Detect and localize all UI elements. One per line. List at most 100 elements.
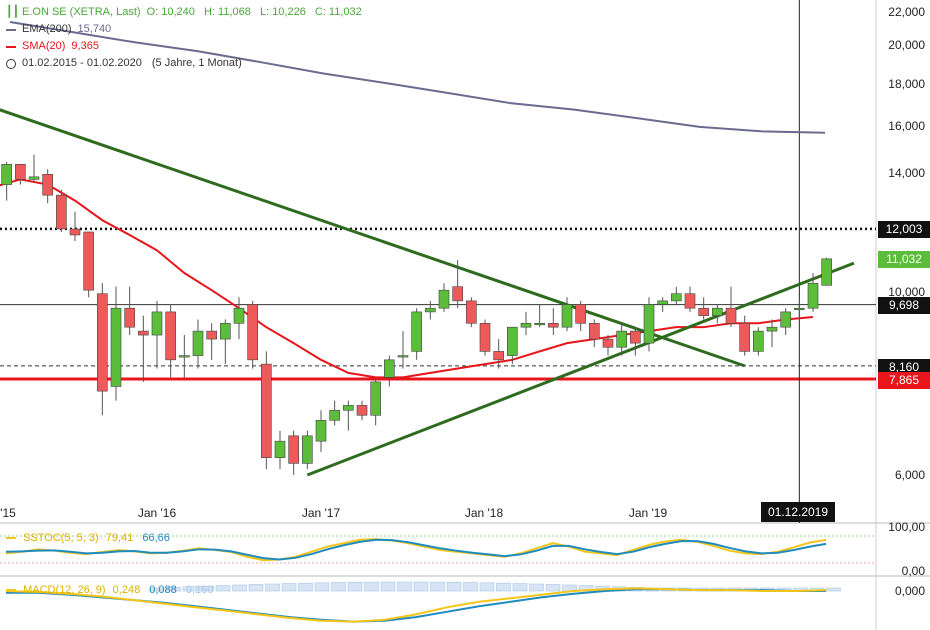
candle-body [425, 307, 436, 313]
candle-body [261, 363, 272, 458]
candle-body [766, 326, 778, 332]
macd-histogram-bar [826, 587, 841, 592]
macd-histogram-bar [248, 584, 264, 592]
candle-body [466, 300, 477, 324]
sstoc-d-value: 66,66 [142, 532, 170, 544]
sma-label: SMA(20) [22, 40, 66, 52]
candle-body [220, 322, 231, 340]
macd-histogram-bar [446, 581, 462, 592]
macd-histogram-bar [463, 582, 478, 592]
y-tick-label: 16,000 [888, 119, 925, 133]
date-range-detail: (5 Jahre, 1 Monat) [151, 57, 242, 69]
sma20-line [0, 178, 814, 379]
candle-body [479, 322, 491, 352]
macd-histogram-bar [149, 587, 165, 592]
sma-swatch [6, 45, 16, 48]
date-range-label: 01.02.2015 - 01.02.2020 [22, 57, 142, 69]
macd-signal-value: 0,088 [149, 584, 177, 596]
macd-histogram-bar [397, 581, 412, 592]
candle-body [794, 307, 805, 310]
candle-body [288, 435, 299, 464]
candle-body [575, 304, 586, 324]
candle-body [684, 293, 696, 309]
candle-body [206, 330, 217, 340]
instrument-title: E.ON SE (XETRA, Last) [22, 6, 141, 18]
macd-histogram-bar [479, 582, 495, 592]
macd-histogram-bar [298, 582, 313, 592]
candle-body [411, 311, 422, 352]
macd-histogram-bar [232, 584, 247, 592]
candle-body [397, 355, 409, 358]
candle-body [151, 311, 163, 336]
macd-swatch [6, 589, 16, 592]
macd-histogram-bar [314, 582, 330, 592]
price-tag-crosshair: 9,698 [878, 297, 930, 314]
sstoc-swatch [6, 537, 16, 540]
macd-line [5, 587, 827, 623]
candle-body [602, 338, 614, 348]
macd-histogram-bar [199, 585, 214, 592]
legend-range-row[interactable]: 01.02.2015 - 01.02.2020 (5 Jahre, 1 Mona… [6, 55, 362, 72]
ema200-line [9, 21, 826, 134]
candle-body [657, 300, 668, 305]
macd-histogram-bar [430, 581, 445, 592]
trendline [0, 108, 746, 368]
candle-body [548, 322, 559, 328]
candle-body [739, 322, 750, 352]
candle-body [302, 435, 313, 464]
candle-body [671, 293, 682, 302]
x-tick-label: Jan '17 [301, 506, 341, 520]
chart-legend: ┃┃ E.ON SE (XETRA, Last) O: 10,240 H: 11… [6, 4, 362, 72]
candle-body [821, 258, 832, 286]
macd-histogram-bar [512, 583, 528, 592]
candle-body [329, 409, 340, 421]
y-tick-label: 6,000 [894, 468, 925, 482]
price-tag-resistance: 12,003 [878, 221, 930, 238]
candle-body [83, 231, 94, 291]
candle-body [233, 307, 245, 324]
candle-body [315, 419, 327, 442]
macd-histogram-bar [331, 582, 346, 592]
candle-body [725, 307, 737, 324]
macd-histogram-bar [364, 581, 379, 592]
legend-sma-row[interactable]: SMA(20) 9,365 [6, 38, 362, 55]
candle-body [780, 311, 791, 328]
candle-body [28, 176, 40, 180]
candle-body [15, 163, 26, 180]
sstoc-legend[interactable]: SSTOC(5, 5, 3) 79,41 66,66 [6, 532, 170, 544]
high-value: H: 11,068 [203, 6, 251, 18]
candle-body [589, 322, 600, 340]
candle-body [274, 440, 286, 458]
candle-body [807, 282, 819, 309]
y-tick-label: 18,000 [888, 77, 925, 91]
candle-body [179, 355, 190, 358]
macd-histogram-bar [496, 582, 511, 592]
open-value: O: 10,240 [146, 6, 195, 18]
crosshair-date-label: 01.12.2019 [761, 502, 835, 522]
macd-histogram-bar [166, 587, 181, 592]
macd-histogram-bar [182, 586, 198, 592]
price-tag-sma-level: 7,865 [878, 372, 930, 389]
x-tick-label: Jan '18 [464, 506, 504, 520]
sstoc-label: SSTOC(5, 5, 3) [23, 532, 99, 544]
candle-body [192, 330, 204, 356]
y-tick-label: 10,000 [888, 285, 925, 299]
x-tick-label: Jan '19 [628, 506, 668, 520]
macd-legend[interactable]: MACD(12, 26, 9) 0,248 0,088 0,160 [6, 584, 213, 596]
price-tag-support: 8,160 [878, 359, 930, 376]
macd-histogram-bar [380, 581, 396, 592]
macd-hist-value: 0,160 [185, 584, 214, 596]
candle-body [370, 381, 381, 416]
trendline [306, 261, 855, 477]
macd-label: MACD(12, 26, 9) [23, 584, 106, 596]
candle-body [343, 405, 354, 411]
candle-body [1, 163, 12, 185]
y-tick-label: 22,000 [888, 5, 925, 19]
legend-ema-row[interactable]: EMA(200) 15,740 [6, 21, 362, 38]
candle-body [384, 359, 395, 378]
sma-value: 9,365 [71, 40, 99, 52]
candle-body [561, 304, 573, 328]
candle-body [247, 304, 258, 361]
candle-body [493, 351, 504, 361]
